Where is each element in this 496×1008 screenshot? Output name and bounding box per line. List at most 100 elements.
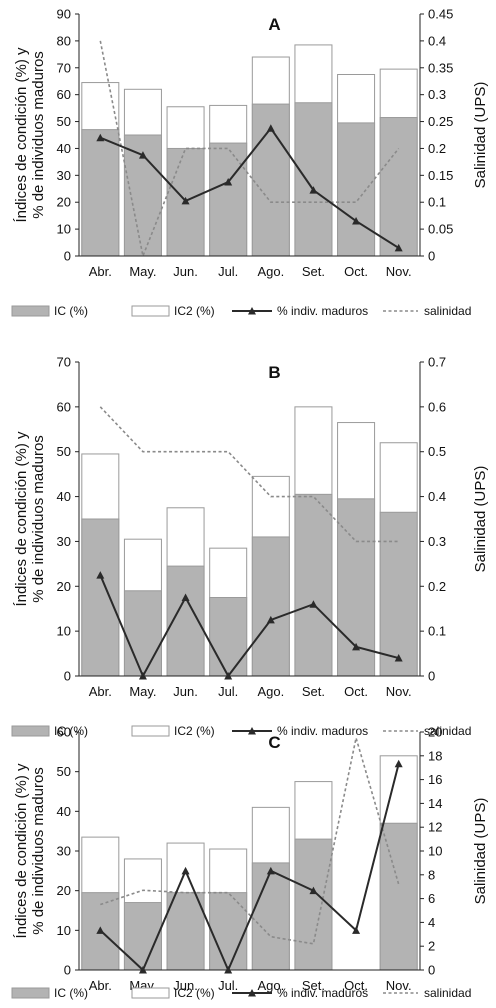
bar-ic	[123, 902, 162, 971]
bar-ic	[294, 493, 333, 677]
y2-tick-label: 0.1	[428, 195, 446, 210]
marker-maduros	[352, 217, 361, 225]
y-tick-label: 90	[57, 7, 71, 22]
y2-tick-label: 0.15	[428, 168, 453, 183]
y2-tick-label: 0	[428, 669, 435, 684]
x-tick-label: Nov.	[386, 264, 412, 279]
line-maduros	[99, 763, 400, 973]
marker-maduros	[266, 866, 275, 875]
y-tick-label: 50	[57, 444, 71, 459]
y2-tick-label: 20	[428, 725, 442, 740]
legend-swatch-ic2	[131, 725, 170, 737]
x-tick-label: Nov.	[386, 978, 412, 993]
y-tick-label: 60	[57, 87, 71, 102]
x-tick-label: Ago.	[257, 978, 284, 993]
bar-ic	[337, 122, 376, 257]
y2-tick-label: 0.25	[428, 114, 453, 129]
y-tick-label: 80	[57, 33, 71, 48]
y2-tick-label: 16	[428, 772, 442, 787]
marker-maduros	[394, 243, 403, 252]
marker-maduros	[181, 866, 190, 875]
chart-title: B	[268, 363, 280, 382]
legend-marker-maduros	[248, 307, 256, 315]
marker-maduros	[181, 593, 190, 601]
x-tick-label: Nov.	[386, 684, 412, 699]
y2-tick-label: 0.2	[428, 141, 446, 156]
y-tick-label: 10	[57, 222, 71, 237]
line-maduros	[99, 574, 399, 679]
line-salinidad	[99, 406, 399, 543]
chart-title: A	[268, 15, 280, 34]
x-tick-label: May.	[129, 264, 156, 279]
x-tick-label: Jul.	[218, 978, 238, 993]
y-axis-label: Índices de condición (%) y% de individuo…	[13, 47, 47, 223]
bar-ic	[123, 590, 162, 677]
y-tick-label: 0	[64, 249, 71, 264]
y-tick-label: 0	[64, 963, 71, 978]
x-tick-label: Set.	[302, 264, 325, 279]
x-tick-label: Ago.	[257, 264, 284, 279]
bar-ic	[379, 117, 418, 257]
y-tick-label: 60	[57, 725, 71, 740]
y-tick-label: 20	[57, 195, 71, 210]
y2-tick-label: 0.4	[428, 489, 446, 504]
y-tick-label: 20	[57, 883, 71, 898]
y2-axis-label: Salinidad (UPS)	[472, 466, 489, 573]
marker-maduros	[224, 966, 233, 974]
y-axis-label-line: % de individuos maduros	[30, 51, 47, 219]
y-axis-label-line: Índices de condición (%) y	[13, 431, 30, 607]
y2-tick-label: 2	[428, 939, 435, 954]
y-axis-label: Índices de condición (%) y% de individuo…	[13, 763, 47, 939]
marker-maduros	[309, 186, 318, 194]
y2-tick-label: 0.3	[428, 87, 446, 102]
legend-label-salinidad: salinidad	[424, 724, 471, 738]
chart-panel-B: 0 10 20 30 40 50 60 70 0 0.1 0.2 0.3 0.4 0.5 0.6 0.7 Abr…	[11, 355, 489, 738]
y2-tick-label: 0.5	[428, 444, 446, 459]
y-tick-label: 20	[57, 579, 71, 594]
chart-title: C	[268, 733, 280, 752]
bar-ic	[81, 518, 120, 677]
y-tick-label: 30	[57, 534, 71, 549]
y-tick-label: 70	[57, 60, 71, 75]
legend-swatch-ic2	[131, 305, 170, 317]
x-tick-label: Jun.	[173, 264, 198, 279]
y2-tick-label: 0.4	[428, 33, 446, 48]
bar-ic	[81, 129, 120, 257]
legend-label-ic: IC (%)	[54, 304, 88, 318]
marker-maduros	[309, 600, 318, 608]
x-tick-label: Jun.	[173, 684, 198, 699]
legend-label-salinidad: salinidad	[424, 304, 471, 318]
x-tick-label: Jun.	[173, 978, 198, 993]
legend-label-ic2: IC2 (%)	[174, 304, 215, 318]
y-tick-label: 10	[57, 923, 71, 938]
bar-ic	[294, 838, 333, 971]
marker-maduros	[394, 654, 403, 662]
y2-tick-label: 6	[428, 891, 435, 906]
y2-tick-label: 12	[428, 820, 442, 835]
marker-maduros	[266, 615, 275, 624]
marker-maduros	[309, 886, 318, 895]
chart-panel-A: 0 10 20 30 40 50 60 70 80 90 0 0.05 0.1 0.15 0.2 0.25 0.…	[11, 7, 489, 318]
y2-tick-label: 0.7	[428, 355, 446, 370]
x-tick-label: May.	[129, 684, 156, 699]
legend-label-ic2: IC2 (%)	[174, 986, 215, 1000]
legend-swatch-ic	[11, 987, 50, 999]
y2-tick-label: 0.45	[428, 7, 453, 22]
bar-ic	[294, 102, 333, 257]
x-tick-label: Oct.	[344, 684, 368, 699]
legend-label-salinidad: salinidad	[424, 986, 471, 1000]
bar-ic	[251, 536, 290, 677]
y-tick-label: 10	[57, 624, 71, 639]
line-salinidad	[100, 737, 400, 945]
y2-tick-label: 18	[428, 748, 442, 763]
x-tick-label: Oct.	[344, 978, 368, 993]
y2-tick-label: 8	[428, 867, 435, 882]
y2-tick-label: 0.6	[428, 399, 446, 414]
y-tick-label: 0	[64, 669, 71, 684]
y2-tick-label: 10	[428, 844, 442, 859]
legend-swatch-ic	[11, 305, 50, 317]
x-tick-label: Set.	[302, 684, 325, 699]
marker-maduros	[96, 571, 105, 579]
